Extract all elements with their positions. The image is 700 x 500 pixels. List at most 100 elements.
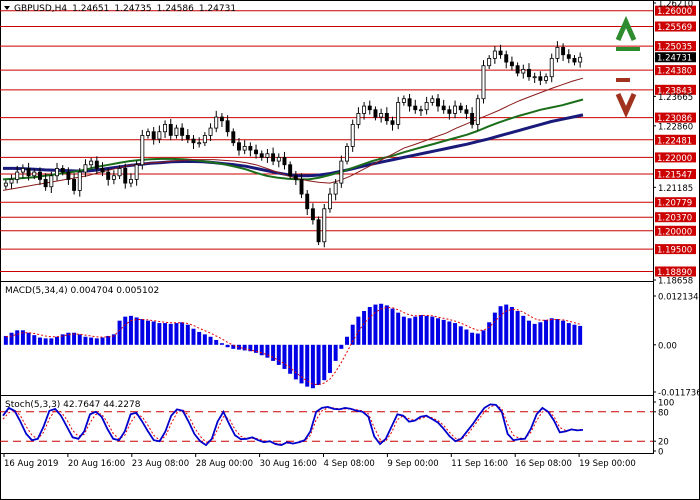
candle [37,167,42,185]
candle-body [146,131,150,136]
candle [345,143,349,165]
candle-body [310,208,315,221]
macd-bar [100,337,105,345]
candle [9,174,14,189]
arrow-up-icon [615,15,640,51]
candle [350,119,355,152]
candle-body [225,120,230,133]
level-price-tag [655,41,696,52]
candle [111,170,116,185]
macd-bar [202,334,207,345]
macd-bar [94,338,99,345]
candle [504,50,509,69]
candle [441,99,446,114]
candle-body [396,102,401,125]
candle [481,60,486,104]
candle-body [299,179,304,195]
candle-body [436,98,440,107]
candle-body [60,168,65,173]
macd-bar [83,336,88,345]
price-tick-label: 1.26000 [657,7,692,17]
macd-bar [310,344,315,389]
macd-bar [9,332,14,345]
candle-body [424,102,429,111]
candle [140,129,145,170]
candle [43,173,48,191]
candle-body [151,131,156,140]
candle [15,165,20,184]
level-price-tag [655,134,696,145]
candle [413,99,418,114]
candle [106,168,111,186]
stoch-tick-label: 0 [658,448,663,458]
candle [566,49,571,64]
candle [322,204,327,248]
macd-bar [43,338,48,345]
level-price-tag [655,21,696,32]
candle [487,55,492,70]
macd-bar [492,312,497,345]
macd-signal-polyline [5,306,581,386]
candle [299,173,304,199]
time-tick-label: 30 Aug 16:00 [260,459,317,469]
macd-bar [293,344,298,380]
candle-body [566,54,571,59]
macd-bar [413,316,418,345]
macd-bar [379,303,384,345]
macd-bar [254,344,259,353]
time-tick-label: 28 Aug 00:00 [196,459,253,469]
macd-bar [572,324,577,345]
candle-body [487,57,492,67]
stoch-tick-label: 80 [658,408,669,418]
candle [20,164,25,179]
candle-body [470,113,475,125]
candle-body [276,157,281,162]
candle [276,153,281,168]
candle-body [498,50,503,56]
macd-bar [72,332,77,345]
macd-bar [430,316,435,345]
macd-bar [146,320,150,345]
candle [532,72,537,83]
candle [254,144,259,159]
candle [77,168,82,197]
ma-slow-line [3,113,584,178]
macd-bar [77,334,82,345]
price-tick-label: 1.24731 [657,54,692,64]
candle-body [527,68,531,78]
macd-axis: 0.012134 0.00 -0.011736 [653,293,700,399]
stoch-title: Stoch(5,3,3) 42.7647 44.2278 [5,400,141,410]
candle-body [26,168,31,177]
macd-bar [526,320,531,345]
candle [339,155,344,188]
candle [282,151,287,170]
candlesticks [3,41,583,248]
candle [202,132,207,147]
candle-body [339,160,344,184]
candle [384,107,389,125]
macd-bar [276,344,281,365]
macd-bar [26,332,31,345]
candle-body [43,179,48,188]
candle-body [265,153,270,158]
macd-bar [481,330,486,345]
candle-body [49,175,54,188]
candle [464,104,469,119]
candle-body [185,135,190,140]
macd-bar [407,318,412,345]
macd-bar [271,344,276,361]
candle [379,108,384,123]
candle-body [418,109,423,112]
macd-bar [219,343,224,345]
collapse-triangle-icon[interactable] [4,6,10,10]
macd-bar [117,320,122,345]
candle [248,142,253,157]
candle [333,179,338,201]
candle-body [111,175,116,180]
price-tick-label: 1.23665 [658,93,693,103]
candle-body [578,56,583,63]
candle [447,105,452,120]
macd-bar [544,319,549,345]
price-tick-label: 1.21547 [657,171,692,181]
